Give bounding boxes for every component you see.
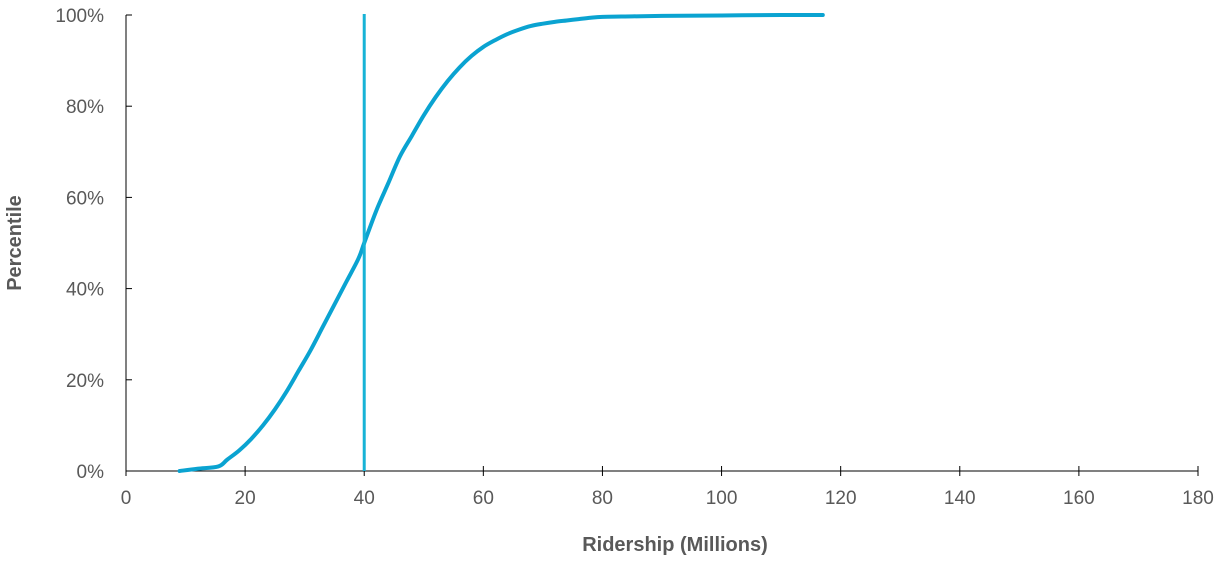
y-tick-label: 60%: [66, 188, 104, 209]
x-tick-label: 20: [235, 488, 256, 509]
x-tick-label: 160: [1063, 488, 1095, 509]
series-layer: [177, 12, 825, 473]
x-tick-label: 0: [121, 488, 132, 509]
x-tick-label: 180: [1182, 488, 1214, 509]
x-axis-title: Ridership (Millions): [582, 534, 768, 556]
axes: [125, 14, 1199, 476]
x-tick-label: 80: [592, 488, 613, 509]
y-tick-label: 100%: [55, 6, 104, 27]
y-tick-label: 80%: [66, 97, 104, 118]
x-tick-label: 120: [825, 488, 857, 509]
x-tick-label: 60: [473, 488, 494, 509]
y-tick-label: 20%: [66, 371, 104, 392]
x-tick-labels: 0 20 40 60 80 100 120 140 160 180: [121, 488, 1214, 509]
x-tick-label: 40: [354, 488, 375, 509]
y-axis-title: Percentile: [4, 195, 26, 291]
x-tick-label: 140: [944, 488, 976, 509]
x-tick-label: 100: [706, 488, 738, 509]
y-tick-label: 0%: [77, 462, 105, 483]
y-tick-labels: 0% 20% 40% 60% 80% 100%: [55, 6, 104, 483]
cdf-series-line: [177, 12, 825, 473]
y-tick-label: 40%: [66, 280, 104, 301]
